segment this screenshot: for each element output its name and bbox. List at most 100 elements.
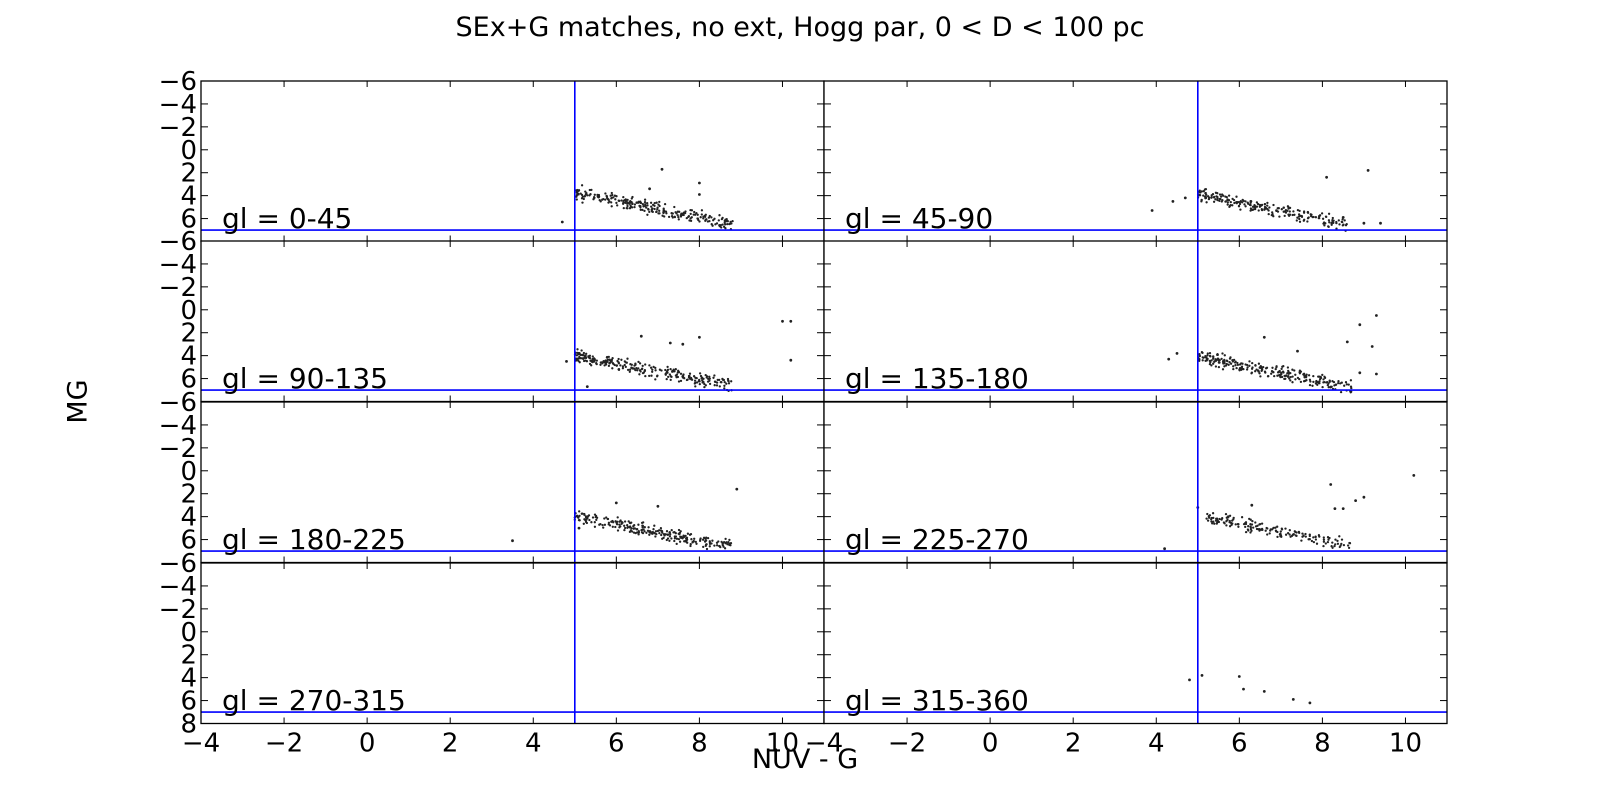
data-point [647, 207, 650, 211]
data-point [639, 334, 643, 338]
data-point [1284, 533, 1288, 536]
data-point [1288, 529, 1291, 532]
data-point [1325, 215, 1328, 219]
data-point [1348, 541, 1351, 545]
data-point [1210, 518, 1213, 521]
data-point [1279, 532, 1282, 535]
data-point [623, 526, 627, 530]
data-point [1271, 528, 1274, 531]
data-point [1337, 379, 1340, 383]
data-point [621, 365, 625, 368]
data-point [1266, 533, 1269, 536]
data-point [1277, 207, 1280, 210]
y-tick-label: −4 [159, 250, 197, 280]
data-point [1312, 380, 1315, 384]
data-point [1286, 209, 1289, 212]
data-point [1312, 540, 1316, 544]
data-point [1211, 522, 1214, 525]
data-point [576, 188, 579, 192]
data-point [719, 224, 722, 227]
data-point [1280, 208, 1283, 211]
data-point [1225, 516, 1228, 519]
data-point [651, 370, 654, 373]
data-point [696, 217, 700, 220]
data-point [656, 504, 660, 508]
data-point [575, 354, 579, 357]
data-point [1214, 519, 1218, 522]
data-point [1211, 192, 1215, 196]
data-point [1304, 532, 1307, 536]
data-point [1216, 198, 1219, 202]
data-point [599, 200, 602, 203]
data-point [1208, 362, 1212, 366]
data-point [626, 204, 629, 208]
data-point [1211, 512, 1215, 515]
data-point [723, 380, 726, 384]
data-point [1232, 367, 1235, 371]
panel-label: gl = 135-180 [845, 362, 1029, 395]
data-point [1332, 219, 1335, 222]
data-point [789, 319, 793, 323]
x-tick-label: 8 [691, 729, 708, 759]
data-point [1235, 195, 1238, 198]
data-point [668, 341, 672, 345]
data-point [690, 378, 694, 381]
data-point [616, 529, 620, 532]
data-point [654, 530, 658, 533]
data-point [623, 360, 626, 363]
data-point [642, 205, 645, 208]
data-point [678, 531, 682, 535]
data-point [1254, 206, 1257, 209]
data-point [583, 512, 586, 516]
data-point [1336, 542, 1340, 545]
data-point [658, 200, 661, 204]
data-point [585, 385, 589, 388]
data-point [629, 205, 633, 209]
data-point [695, 211, 698, 215]
data-point [656, 529, 660, 533]
data-point [717, 219, 720, 222]
data-point [641, 371, 645, 375]
data-point [641, 208, 644, 212]
data-point [560, 220, 564, 224]
data-point [1331, 216, 1334, 220]
data-point [1298, 217, 1301, 221]
data-point [1326, 383, 1329, 387]
data-point [1262, 335, 1266, 339]
data-point [601, 198, 604, 201]
data-point [1212, 357, 1215, 360]
data-point [1210, 520, 1213, 523]
data-point [704, 373, 707, 377]
data-point [1260, 208, 1263, 211]
panel-label: gl = 315-360 [845, 684, 1029, 717]
data-point [615, 195, 618, 198]
data-point [1294, 378, 1297, 381]
data-point [1205, 357, 1209, 360]
data-point [661, 531, 664, 534]
data-point [614, 198, 617, 201]
data-point [789, 358, 793, 362]
data-point [648, 533, 651, 536]
y-tick-label: 0 [180, 296, 197, 326]
data-point [630, 530, 634, 533]
data-point [668, 531, 671, 534]
data-point [1341, 216, 1345, 219]
data-point [671, 216, 674, 219]
data-point [679, 372, 683, 375]
data-point [1347, 546, 1351, 550]
panel-4: gl = 135-180 [823, 240, 1448, 403]
data-point [630, 521, 633, 524]
data-point [1206, 195, 1210, 198]
panel-background [824, 81, 1447, 242]
data-point [662, 536, 665, 540]
data-point [1307, 374, 1311, 377]
data-point [1375, 372, 1378, 376]
data-point [660, 167, 664, 171]
data-point [721, 216, 724, 220]
data-point [681, 342, 685, 346]
data-point [1318, 382, 1321, 385]
data-point [655, 201, 658, 204]
data-point [660, 533, 663, 537]
data-point [1282, 206, 1285, 209]
